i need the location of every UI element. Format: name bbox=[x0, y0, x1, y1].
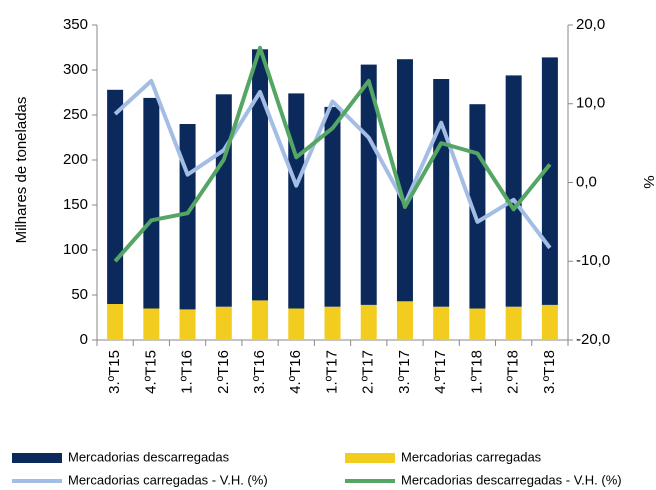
y-tick-label: 150 bbox=[63, 196, 88, 213]
y-tick-label: 350 bbox=[63, 16, 88, 33]
bar bbox=[143, 308, 160, 340]
x-tick-label: 3.ºT15 bbox=[106, 350, 123, 394]
bar bbox=[541, 304, 558, 340]
bar bbox=[433, 79, 450, 307]
x-tick-label: 2.ºT18 bbox=[505, 350, 522, 394]
bar bbox=[433, 306, 450, 340]
y2-tick-label: 20,0 bbox=[576, 16, 605, 33]
bar bbox=[396, 301, 413, 340]
bar bbox=[360, 64, 377, 305]
bar bbox=[215, 94, 232, 307]
bar bbox=[143, 97, 160, 309]
x-tick-label: 3.ºT16 bbox=[251, 350, 268, 394]
bar bbox=[252, 300, 269, 340]
bar bbox=[469, 104, 486, 309]
y2-tick-label: -10,0 bbox=[576, 252, 610, 269]
x-tick-label: 4.ºT17 bbox=[432, 350, 449, 394]
y-tick-label: 100 bbox=[63, 241, 88, 258]
bar bbox=[324, 106, 341, 307]
bar bbox=[215, 306, 232, 340]
x-tick-label: 1.ºT18 bbox=[468, 350, 485, 394]
y2-axis-title: % bbox=[640, 175, 656, 188]
x-tick-label: 3.ºT17 bbox=[396, 350, 413, 394]
x-tick-label: 1.ºT16 bbox=[179, 350, 196, 394]
y-axis-title: Milhares de toneladas bbox=[13, 97, 30, 244]
bar bbox=[288, 93, 305, 309]
line-series bbox=[113, 45, 552, 263]
y-tick-label: 250 bbox=[63, 106, 88, 123]
bar bbox=[541, 57, 558, 305]
x-tick-label: 2.ºT16 bbox=[215, 350, 232, 394]
x-tick-label: 4.ºT16 bbox=[287, 350, 304, 394]
bar bbox=[324, 306, 341, 340]
y-tick-label: 200 bbox=[63, 151, 88, 168]
y-tick-label: 0 bbox=[80, 331, 88, 348]
legend-label: Mercadorias descarregadas bbox=[68, 449, 230, 464]
x-tick-label: 2.ºT17 bbox=[360, 350, 377, 394]
bar bbox=[179, 124, 196, 310]
bar bbox=[179, 309, 196, 340]
bar bbox=[288, 308, 305, 340]
bar bbox=[505, 75, 522, 307]
y2-tick-label: 0,0 bbox=[576, 173, 597, 190]
bar bbox=[396, 59, 413, 302]
y2-tick-label: -20,0 bbox=[576, 331, 610, 348]
line-series bbox=[113, 78, 552, 250]
y-tick-label: 300 bbox=[63, 61, 88, 78]
x-tick-label: 3.ºT18 bbox=[541, 350, 558, 394]
legend-label: Mercadorias carregadas - V.H. (%) bbox=[68, 472, 268, 487]
legend-label: Mercadorias descarregadas - V.H. (%) bbox=[401, 472, 622, 487]
y2-tick-label: 10,0 bbox=[576, 95, 605, 112]
legend-swatch bbox=[345, 453, 395, 463]
bar bbox=[360, 304, 377, 340]
bar bbox=[107, 89, 124, 304]
bar bbox=[505, 306, 522, 340]
bar bbox=[252, 49, 269, 301]
bar bbox=[469, 308, 486, 340]
x-tick-label: 4.ºT15 bbox=[142, 350, 159, 394]
bar bbox=[107, 304, 124, 340]
legend-swatch bbox=[12, 453, 62, 463]
x-tick-label: 1.ºT17 bbox=[323, 350, 340, 394]
y-tick-label: 50 bbox=[71, 286, 88, 303]
legend-label: Mercadorias carregadas bbox=[401, 449, 542, 464]
